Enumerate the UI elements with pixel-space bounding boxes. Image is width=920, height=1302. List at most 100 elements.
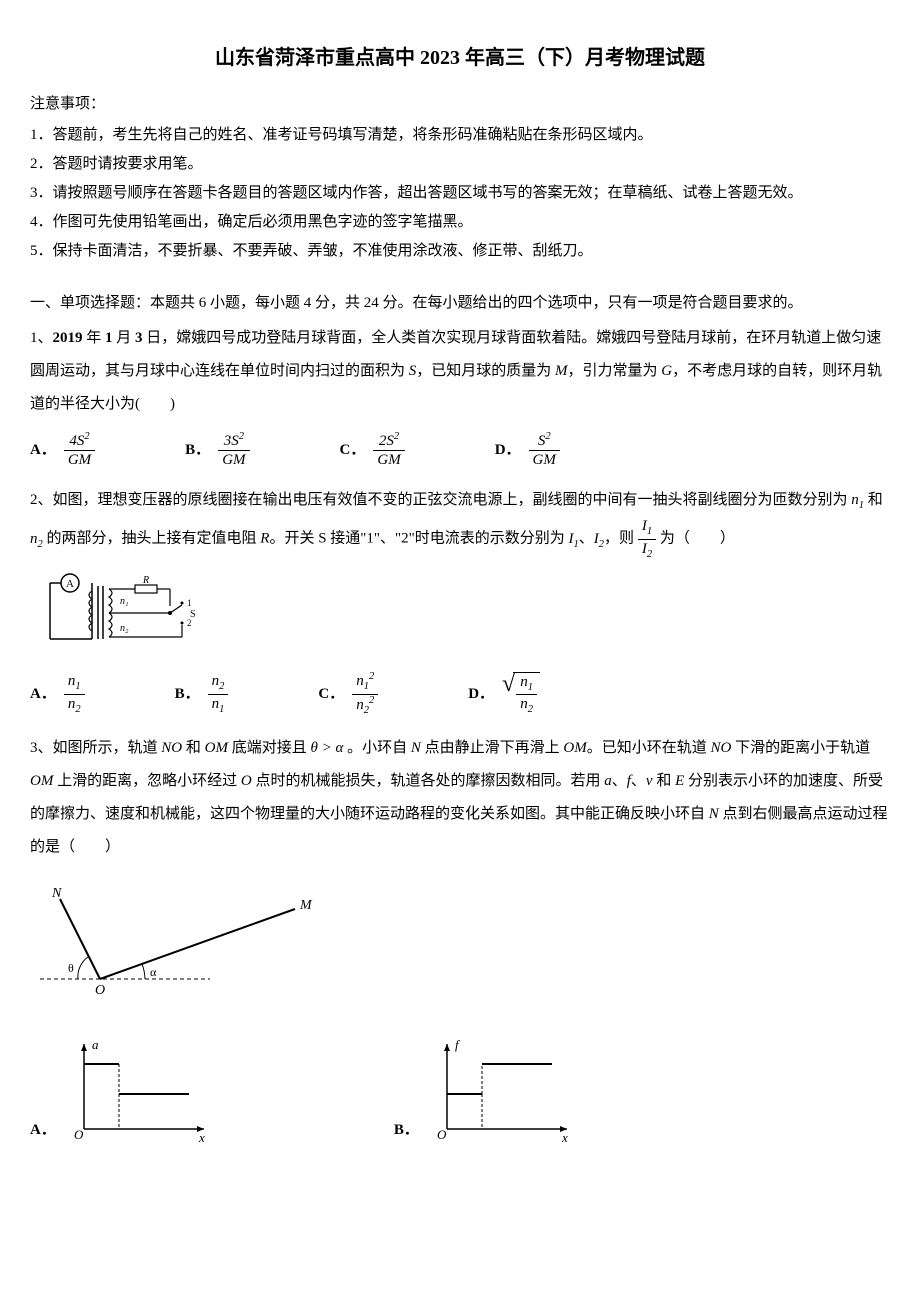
q2-comma: 、 [579,531,594,547]
q3-t7: 下滑的距离小于轨道 [731,740,870,756]
exam-title: 山东省菏泽市重点高中 2023 年高三（下）月考物理试题 [30,40,890,76]
svg-text:O: O [74,1127,84,1142]
label-theta: θ [68,961,74,975]
q1-option-a: A． 4S2 GM [30,431,95,469]
q3-t9: 点时的机械能损失，轨道各处的摩擦因数相同。若用 [252,773,605,789]
svg-text:n₁: n₁ [120,596,128,607]
option-label-c: C． [340,437,366,464]
q3-t2: 和 [182,740,205,756]
q3-t8: 上滑的距离，忽略小环经过 [53,773,241,789]
notice-item: 2．答题时请按要求用笔。 [30,151,890,178]
label-N: N [51,886,62,901]
q3-t4: 。小环自 [343,740,411,756]
q1-t2: 年 [86,330,105,346]
graph-a-svg: O a x [64,1034,214,1144]
q2-options: A． n1 n2 B． n2 n1 C． n12 n22 D． √ n1 n2 [30,671,890,717]
frac-den: GM [218,451,249,469]
q2-option-d: D． √ n1 n2 [468,672,540,717]
label-M: M [299,898,313,913]
question-1: 1、2019 年 1 月 3 日，嫦娥四号成功登陆月球背面，全人类首次实现月球背… [30,322,890,421]
q1-option-c: C． 2S2 GM [340,431,405,469]
frac-den: I2 [638,540,656,562]
svg-text:n₂: n₂ [120,623,129,634]
option-label-b: B． [175,681,200,708]
frac-den: GM [529,451,560,469]
q2-ratio: I1I2 [638,517,656,561]
section-intro: 一、单项选择题：本题共 6 小题，每小题 4 分，共 24 分。在每小题给出的四… [30,290,890,317]
q3-t5: 点由静止滑下再滑上 [421,740,564,756]
q3-t12: 和 [653,773,676,789]
q1-month: 1 [105,330,116,346]
incline-svg: N M O θ α [30,879,330,1009]
q3-O: O [241,773,252,789]
frac-num: 4S2 [64,431,95,451]
option-label-c: C． [318,681,344,708]
q3-E: E [675,773,684,789]
q3-OM3: OM [30,773,53,789]
option-label-b: B． [185,437,210,464]
q1-frac-b: 3S2 GM [218,431,249,469]
q3-N: N [411,740,421,756]
sqrt-content: n1 n2 [513,672,540,717]
q2-t4: ，则 [604,531,638,547]
q3-NO2: NO [710,740,731,756]
q1-G: G [661,363,672,379]
q3-N2: N [709,806,719,822]
q3-t10: 、 [612,773,627,789]
q1-option-d: D． S2 GM [495,431,560,469]
q2-I1: I1 [569,531,579,547]
question-2: 2、如图，理想变压器的原线圈接在输出电压有效值不变的正弦交流电源上，副线圈的中间… [30,484,890,561]
notice-item: 5．保持卡面清洁，不要折暴、不要弄破、弄皱，不准使用涂改液、修正带、刮纸刀。 [30,238,890,265]
frac-num: n1 [64,672,85,695]
q2-t3: 。开关 S 接通"1"、"2"时电流表的示数分别为 [269,531,568,547]
q2-option-a: A． n1 n2 [30,672,85,716]
q3-theta: θ > α [310,740,343,756]
q3-OM2: OM [563,740,586,756]
svg-text:R: R [142,575,149,586]
q3-NO: NO [161,740,182,756]
q2-option-c: C． n12 n22 [318,671,378,717]
q2-n1: n1 [851,492,864,508]
label-O: O [95,983,105,998]
frac-den: n1 [208,695,229,717]
svg-text:O: O [437,1127,447,1142]
frac-den: n22 [352,695,378,718]
svg-text:f: f [455,1037,461,1052]
notice-item: 3．请按照题号顺序在答题卡各题目的答题区域内作答，超出答题区域书写的答案无效；在… [30,180,890,207]
q1-day: 3 [135,330,146,346]
q2-sqrt-d: √ n1 n2 [502,672,540,717]
q2-t1: 2、如图，理想变压器的原线圈接在输出电压有效值不变的正弦交流电源上，副线圈的中间… [30,492,851,508]
q3-t6: 。已知小环在轨道 [587,740,711,756]
q3-a: a [604,773,612,789]
q2-t5: 为（ ） [656,531,735,547]
notice-item: 1．答题前，考生先将自己的姓名、准考证号码填写清楚，将条形码准确粘贴在条形码区域… [30,122,890,149]
frac-num: I1 [638,517,656,540]
q1-t10: ，引力常量为 [568,363,662,379]
q3-v: v [646,773,653,789]
q3-graph-options: A． O a x B． O f x [30,1034,890,1144]
graph-b-svg: O f x [427,1034,577,1144]
notice-header: 注意事项： [30,91,890,118]
frac-num: 2S2 [373,431,404,451]
q2-t2a: 和 [864,492,883,508]
frac-num: n12 [352,671,378,695]
q3-t3: 底端对接且 [228,740,311,756]
q2-frac-a: n1 n2 [64,672,85,716]
svg-text:x: x [198,1130,205,1144]
q1-option-b: B． 3S2 GM [185,431,249,469]
frac-den: n2 [64,695,85,717]
incline-diagram: N M O θ α [30,879,890,1019]
svg-text:S: S [190,609,196,620]
q1-options: A． 4S2 GM B． 3S2 GM C． 2S2 GM D． S2 GM [30,431,890,469]
notice-item: 4．作图可先使用铅笔画出，确定后必须用黑色字迹的签字笔描黑。 [30,209,890,236]
q3-OM: OM [205,740,228,756]
svg-text:1: 1 [187,598,192,608]
frac-den: GM [373,451,404,469]
q2-I2: I2 [594,531,604,547]
q1-t8: ，已知月球的质量为 [416,363,555,379]
q2-t2b: 的两部分，抽头上接有定值电阻 [43,531,261,547]
label-alpha: α [150,965,157,979]
q2-option-b: B． n2 n1 [175,672,229,716]
q1-t4: 月 [116,330,135,346]
q2-frac-c: n12 n22 [352,671,378,717]
